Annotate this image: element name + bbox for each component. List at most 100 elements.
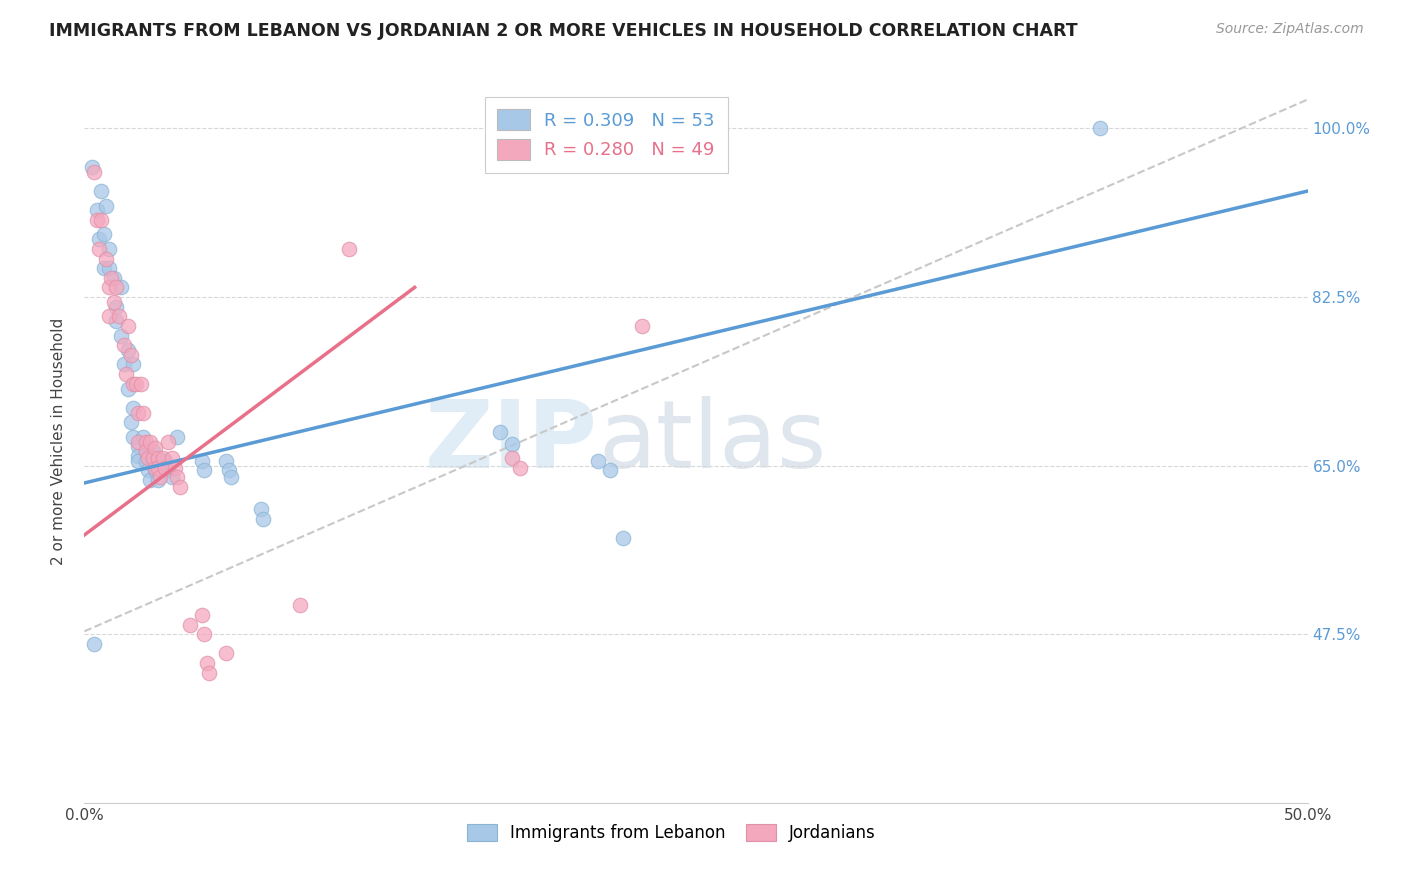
Text: IMMIGRANTS FROM LEBANON VS JORDANIAN 2 OR MORE VEHICLES IN HOUSEHOLD CORRELATION: IMMIGRANTS FROM LEBANON VS JORDANIAN 2 O… [49, 22, 1078, 40]
Point [142, 454, 165, 468]
Point [97, 280, 120, 294]
Point [337, 242, 360, 256]
Point [135, 434, 157, 449]
Point [122, 376, 145, 391]
Point [127, 434, 149, 449]
Point [142, 444, 165, 458]
Point [87, 242, 110, 256]
Point [502, 437, 524, 451]
Point [100, 270, 122, 285]
Point [219, 470, 242, 484]
Point [86, 203, 108, 218]
Point [149, 470, 172, 484]
Point [135, 444, 157, 458]
Point [97, 310, 120, 324]
Point [612, 531, 634, 545]
Point [83, 637, 105, 651]
Point [193, 627, 215, 641]
Point [96, 252, 118, 266]
Point [127, 449, 149, 463]
Point [107, 310, 129, 324]
Text: atlas: atlas [598, 395, 827, 488]
Point [156, 463, 179, 477]
Point [103, 270, 125, 285]
Point [143, 442, 166, 456]
Point [146, 460, 169, 475]
Point [146, 473, 169, 487]
Point [110, 328, 132, 343]
Point [599, 463, 621, 477]
Point [162, 470, 184, 484]
Point [127, 454, 149, 468]
Point [252, 511, 274, 525]
Point [169, 480, 191, 494]
Text: Source: ZipAtlas.com: Source: ZipAtlas.com [1216, 22, 1364, 37]
Point [215, 454, 238, 468]
Point [122, 358, 145, 372]
Point [191, 454, 214, 468]
Point [110, 280, 132, 294]
Point [112, 358, 135, 372]
Point [115, 367, 138, 381]
Point [80, 160, 103, 174]
Point [97, 242, 120, 256]
Point [153, 454, 176, 468]
Point [166, 430, 188, 444]
Point [120, 415, 142, 429]
Point [96, 198, 118, 212]
Point [135, 444, 157, 458]
Point [93, 227, 115, 242]
Point [249, 502, 271, 516]
Point [149, 454, 172, 468]
Point [502, 450, 524, 465]
Point [166, 470, 188, 484]
Point [86, 213, 108, 227]
Text: ZIP: ZIP [425, 395, 598, 488]
Point [129, 376, 152, 391]
Point [105, 314, 128, 328]
Point [139, 434, 162, 449]
Point [153, 460, 176, 475]
Point [218, 463, 240, 477]
Point [83, 165, 105, 179]
Point [135, 454, 157, 468]
Legend: Immigrants from Lebanon, Jordanians: Immigrants from Lebanon, Jordanians [460, 817, 883, 848]
Point [117, 343, 139, 357]
Point [127, 439, 149, 453]
Point [122, 430, 145, 444]
Point [112, 338, 135, 352]
Point [631, 318, 654, 333]
Point [143, 460, 166, 475]
Point [132, 430, 155, 444]
Point [90, 184, 112, 198]
Point [215, 647, 238, 661]
Point [132, 406, 155, 420]
Point [142, 450, 165, 465]
Point [136, 463, 159, 477]
Point [586, 454, 609, 468]
Point [90, 213, 112, 227]
Point [198, 665, 221, 680]
Point [193, 463, 215, 477]
Point [509, 460, 531, 475]
Point [162, 450, 184, 465]
Point [143, 463, 166, 477]
Point [489, 425, 512, 439]
Point [179, 617, 201, 632]
Point [127, 406, 149, 420]
Point [93, 261, 115, 276]
Point [152, 450, 174, 465]
Point [1088, 121, 1111, 136]
Point [97, 261, 120, 276]
Point [105, 280, 128, 294]
Point [195, 656, 218, 670]
Point [122, 401, 145, 415]
Point [139, 473, 162, 487]
Point [136, 450, 159, 465]
Point [117, 382, 139, 396]
Point [105, 300, 128, 314]
Point [156, 434, 179, 449]
Point [120, 348, 142, 362]
Point [163, 460, 186, 475]
Point [288, 599, 311, 613]
